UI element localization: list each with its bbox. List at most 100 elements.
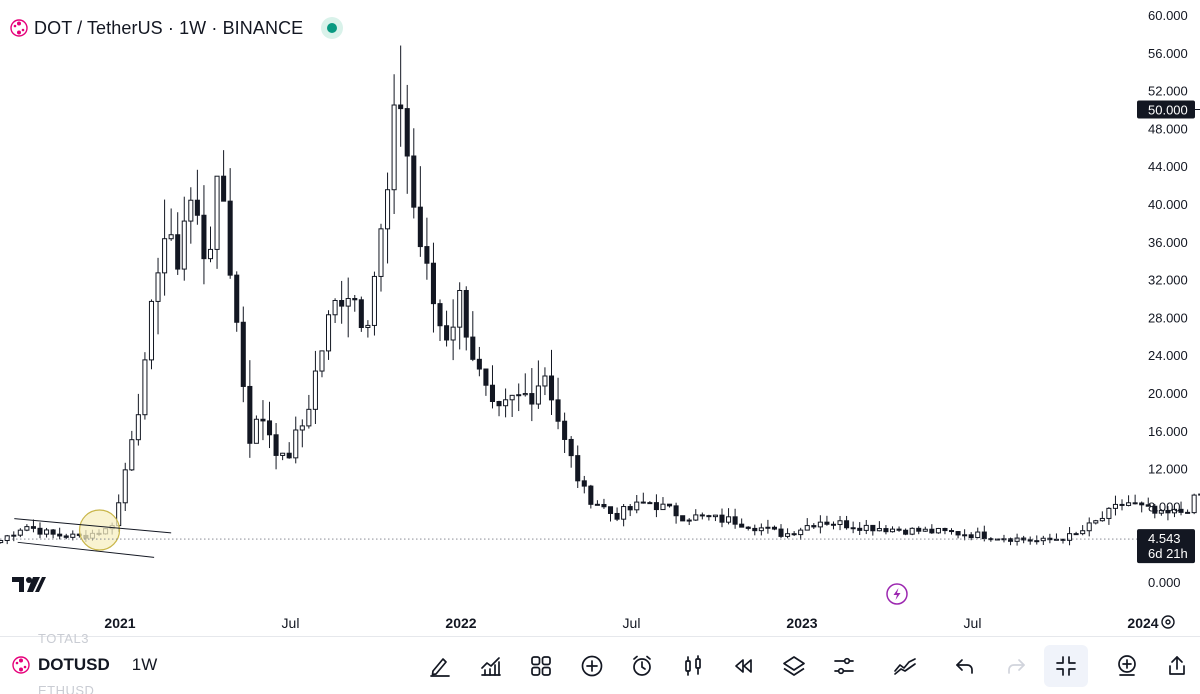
candle-body <box>437 303 443 327</box>
candle-body <box>542 375 548 387</box>
candle-body <box>1001 538 1007 541</box>
candle-body <box>1132 502 1138 505</box>
candle-body <box>726 516 732 523</box>
candle-body <box>1027 539 1033 542</box>
candle-body <box>916 527 922 532</box>
layers-button[interactable] <box>772 645 816 687</box>
y-tick-label: 36.000 <box>1148 235 1188 250</box>
x-tick-label: 2023 <box>786 615 817 631</box>
candle-body <box>889 528 896 533</box>
candle-body <box>640 501 646 504</box>
collapse-button[interactable] <box>1044 645 1088 687</box>
candle-body <box>312 370 318 410</box>
drawings-layer[interactable] <box>0 109 1200 570</box>
candle-body <box>1198 493 1200 496</box>
candle-body <box>234 274 240 323</box>
candle-body <box>135 414 141 441</box>
price-axis[interactable]: 60.000 56.000 52.000 48.000 44.000 40.000 36.0… <box>1137 8 1195 590</box>
replay-button[interactable] <box>721 645 765 687</box>
layers-icon <box>782 656 805 676</box>
share-button[interactable] <box>1155 645 1199 687</box>
y-tick-label: 52.000 <box>1148 84 1188 99</box>
candle-body <box>365 324 371 329</box>
x-tick-label: 2024 <box>1127 615 1158 631</box>
symbol-name[interactable]: DOTUSD <box>38 655 110 674</box>
candle-body <box>1178 508 1184 513</box>
candle-body <box>876 528 882 532</box>
candle-body <box>1158 509 1164 514</box>
candle-body <box>699 514 705 517</box>
candle-body <box>299 425 305 431</box>
settings-button[interactable] <box>822 645 866 687</box>
undo-button[interactable] <box>943 645 987 687</box>
current-price-label: 4.543 <box>1148 531 1181 546</box>
polkadot-logo-icon <box>12 656 30 674</box>
axis-settings-icon[interactable] <box>1161 615 1175 629</box>
candle-body <box>4 535 10 541</box>
candle-body <box>535 385 541 405</box>
candle-body <box>253 418 259 444</box>
layouts-button[interactable] <box>519 645 563 687</box>
candle-body <box>424 246 430 264</box>
settings-sliders-icon <box>834 657 854 675</box>
add-layer-button[interactable] <box>1105 645 1149 687</box>
candle-body <box>44 529 50 535</box>
chart-header[interactable]: DOT / TetherUS · 1W · BINANCE <box>10 14 344 42</box>
candle-body <box>470 336 476 360</box>
alert-icon <box>633 655 651 676</box>
target-price-label-bg <box>1137 100 1195 119</box>
candle-body <box>70 533 76 538</box>
time-axis[interactable]: 2021Jul2022Jul2023Jul2024Jul2025Jul2026J… <box>104 583 1200 631</box>
candle-body <box>1008 538 1014 542</box>
candle-body <box>476 358 482 370</box>
redo-button[interactable] <box>994 645 1038 687</box>
candle-body <box>188 199 194 222</box>
candle-body <box>981 531 987 540</box>
trend-button[interactable] <box>883 645 927 687</box>
events-flash-icon[interactable] <box>886 583 908 605</box>
candle-body <box>548 375 555 401</box>
symbol-selector[interactable]: DOTUSD 1W <box>12 655 157 675</box>
highlight-circle[interactable] <box>78 509 121 551</box>
alert-button[interactable] <box>620 645 664 687</box>
candle-body <box>1139 502 1145 506</box>
draw-button[interactable] <box>418 645 462 687</box>
candle-body <box>955 531 961 536</box>
channel-line[interactable] <box>14 518 172 534</box>
y-tick-label: 12.000 <box>1148 462 1188 477</box>
chart-type-button[interactable] <box>671 645 715 687</box>
candle-body <box>667 503 673 507</box>
y-tick-label: 60.000 <box>1148 8 1188 23</box>
interval-selector[interactable]: 1W <box>131 655 158 674</box>
price-chart[interactable]: 60.000 56.000 52.000 48.000 44.000 40.000 36.0… <box>0 0 1200 636</box>
candle-body <box>1185 511 1191 514</box>
candle-body <box>896 528 902 531</box>
candle-body <box>653 502 659 511</box>
candle-body <box>319 350 325 372</box>
candle-body <box>463 289 469 338</box>
candle-body <box>712 514 718 518</box>
candle-body <box>266 420 273 436</box>
y-tick-label: 16.000 <box>1148 424 1188 439</box>
candle-body <box>1112 503 1118 509</box>
channel-line[interactable] <box>17 541 155 558</box>
candle-body <box>214 175 220 250</box>
candle-body <box>594 503 600 506</box>
candle-body <box>516 394 522 397</box>
y-tick-label: 44.000 <box>1148 159 1188 174</box>
undo-icon <box>956 659 973 674</box>
candle-body <box>483 368 489 386</box>
candle-body <box>555 399 561 422</box>
candle-body <box>1165 509 1171 514</box>
candle-body <box>227 200 233 276</box>
candle-body <box>417 206 423 248</box>
indicators-button[interactable] <box>469 645 513 687</box>
current-price-label-bg <box>1137 529 1195 564</box>
candle-body <box>811 525 817 528</box>
toolbar-actions <box>418 645 1200 687</box>
market-open-indicator-icon <box>321 17 344 39</box>
candle-body <box>824 521 830 525</box>
add-button[interactable] <box>570 645 614 687</box>
candle-body <box>155 272 161 302</box>
candle-body <box>430 262 436 305</box>
